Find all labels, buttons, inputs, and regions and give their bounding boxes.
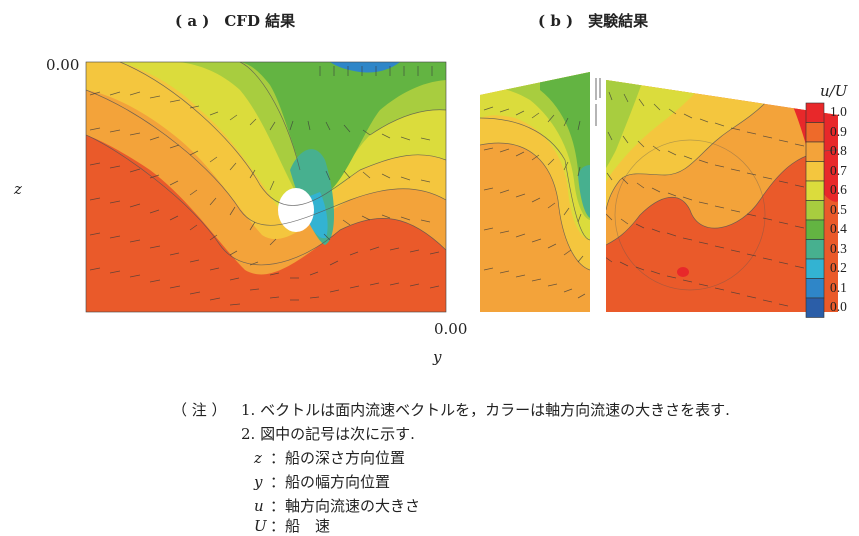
colorbar-tick-label: 0.7 — [830, 162, 847, 178]
colorbar — [805, 102, 825, 318]
colorbar-swatch-1 — [805, 102, 825, 123]
colorbar-tick-label: 0.1 — [830, 279, 847, 295]
cfd-contour-map — [86, 62, 446, 312]
colorbar-tick-label: 0.3 — [830, 240, 847, 256]
note-symbol-z: z ：船の深さ方向位置 — [254, 449, 406, 467]
z-axis-label: z — [14, 180, 22, 198]
colorbar-tick-label: 0.5 — [830, 201, 847, 217]
colorbar-tick-label: 0.6 — [830, 182, 847, 197]
y-tick-label: 0.00 — [434, 320, 468, 338]
colorbar-tick-label: 0.8 — [830, 143, 847, 158]
note-symbol-u: u ：軸方向流速の大きさ — [254, 497, 421, 515]
note-line-2: 2. 図中の記号は次に示す. — [241, 425, 415, 443]
note-header: （ 注 ） — [172, 401, 227, 419]
panel-b-title: ( b ) 実験結果 — [538, 12, 649, 30]
colorbar-tick-label: 1.0 — [830, 104, 847, 119]
z-tick-label: 0.00 — [46, 56, 80, 74]
colorbar-swatch-0.4 — [805, 219, 825, 240]
experiment-contour-map-right — [606, 80, 838, 312]
colorbar-tick-label: 0.4 — [830, 221, 847, 236]
colorbar-swatch-0.7 — [805, 161, 825, 182]
colorbar-swatch-0.8 — [805, 141, 825, 162]
colorbar-tick-label: 0.2 — [830, 260, 847, 275]
colorbar-tick-label: 0.9 — [830, 123, 847, 139]
note-symbol-U: U ：船 速 — [254, 517, 331, 535]
note-line-1: 1. ベクトルは面内流速ベクトルを，カラーは軸方向流速の大きさを表す. — [241, 401, 730, 419]
colorbar-swatch-0.1 — [805, 278, 825, 299]
colorbar-swatch-0.5 — [805, 200, 825, 221]
colorbar-swatch-0.3 — [805, 239, 825, 260]
colorbar-swatch-0.6 — [805, 180, 825, 201]
note-symbol-y: y ：船の幅方向位置 — [254, 473, 391, 491]
colorbar-swatch-0.9 — [805, 122, 825, 143]
colorbar-tick-label: 0.0 — [830, 299, 847, 314]
y-axis-label: y — [433, 348, 442, 366]
colorbar-swatch-0.2 — [805, 258, 825, 279]
panel-a-title: ( a ) CFD 結果 — [175, 12, 296, 30]
colorbar-swatch-0 — [805, 297, 825, 318]
experiment-contour-map-left — [480, 72, 590, 312]
colorbar-title: u/U — [820, 82, 848, 100]
